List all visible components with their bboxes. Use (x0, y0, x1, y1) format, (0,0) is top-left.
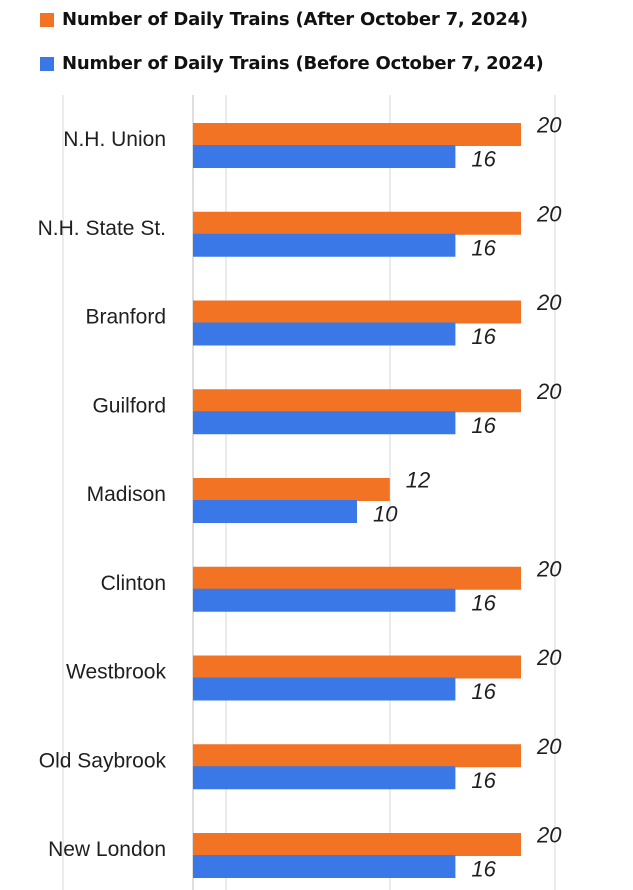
bar-after (193, 211, 521, 235)
bar-before (193, 411, 456, 435)
value-label-before: 16 (471, 324, 496, 349)
category-label: Clinton (101, 572, 166, 595)
legend-swatch-before (40, 56, 54, 71)
bar-before (193, 677, 456, 701)
legend-item-after: Number of Daily Trains (After October 7,… (40, 9, 528, 30)
legend-swatch-after (40, 12, 54, 27)
bar-before (193, 322, 456, 346)
bar-before (193, 145, 456, 168)
bar-after (193, 123, 521, 146)
value-label-after: 20 (536, 379, 562, 404)
value-label-after: 12 (406, 468, 430, 493)
bar-after (193, 300, 521, 324)
bar-after (193, 478, 390, 501)
value-label-after: 20 (536, 201, 562, 226)
legend-label-after: Number of Daily Trains (After October 7,… (62, 9, 528, 30)
category-label: Madison (87, 483, 166, 506)
bar-before (193, 766, 456, 790)
value-label-before: 16 (471, 235, 496, 260)
category-label: Old Saybrook (39, 749, 167, 772)
category-label: New London (48, 838, 166, 861)
category-label: N.H. State St. (38, 217, 166, 240)
value-label-after: 20 (536, 823, 562, 848)
bar-after (193, 566, 521, 590)
value-label-after: 20 (536, 113, 562, 138)
value-label-before: 16 (471, 857, 496, 882)
value-label-after: 20 (536, 556, 562, 581)
legend: Number of Daily Trains (After October 7,… (0, 0, 633, 90)
value-label-before: 16 (471, 147, 496, 172)
bar-after (193, 389, 521, 413)
bar-before (193, 233, 456, 257)
category-label: Guilford (92, 394, 166, 417)
bar-before (193, 500, 357, 523)
category-label: N.H. Union (63, 128, 166, 151)
value-label-after: 20 (536, 645, 562, 670)
value-label-before: 16 (471, 768, 496, 793)
labels: N.H. Union 20 16 N.H. State St. 20 16 Branford… (38, 113, 563, 882)
bar-before (193, 855, 456, 878)
bar-after (193, 744, 521, 768)
category-label: Westbrook (66, 661, 166, 684)
value-label-before: 16 (471, 590, 496, 615)
bar-after (193, 655, 521, 679)
bar-after (193, 833, 521, 856)
value-label-after: 20 (536, 290, 562, 315)
bar-before (193, 588, 456, 612)
bars (193, 123, 521, 878)
legend-label-before: Number of Daily Trains (Before October 7… (62, 53, 544, 74)
value-label-before: 16 (471, 679, 496, 704)
value-label-before: 16 (471, 413, 496, 438)
value-label-after: 20 (536, 734, 562, 759)
category-label: Branford (85, 306, 166, 329)
legend-item-before: Number of Daily Trains (Before October 7… (40, 53, 544, 74)
value-label-before: 10 (373, 502, 398, 527)
